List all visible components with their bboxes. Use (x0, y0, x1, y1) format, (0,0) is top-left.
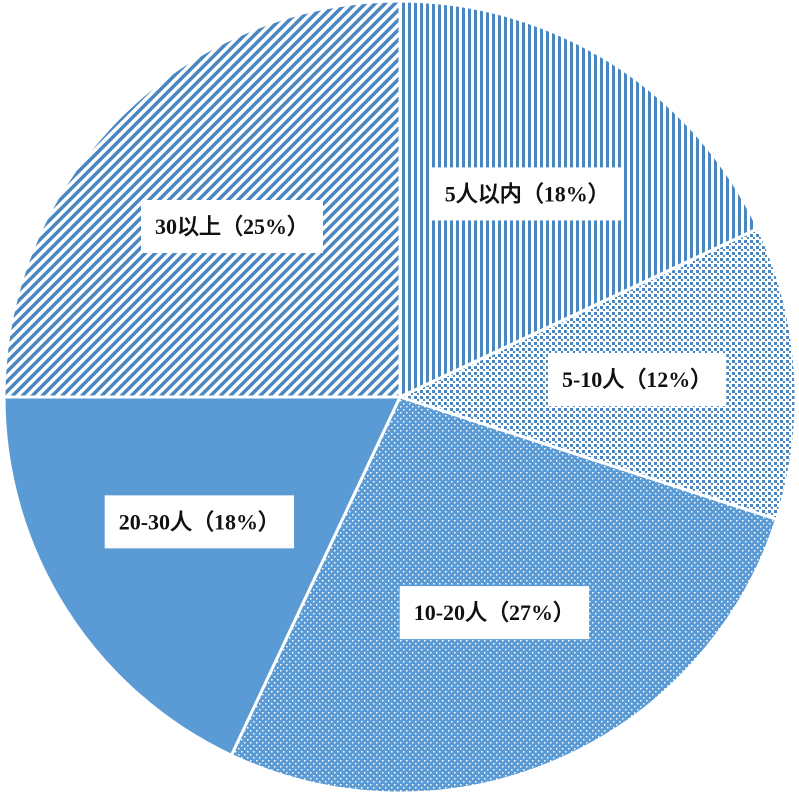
category-label: 5-10人 (562, 367, 624, 392)
pie-slice (2, 395, 403, 758)
category-label: 5人以内 (445, 181, 522, 206)
label-box (104, 495, 295, 549)
pie-slice (2, 0, 402, 399)
label-box (547, 353, 727, 407)
value-label: （12%） (624, 367, 712, 392)
value-label: （25%） (221, 214, 309, 239)
label-box (399, 586, 590, 640)
label-box (430, 167, 624, 221)
data-label: 5人以内（18%） (445, 181, 610, 206)
data-label: 30以上（25%） (155, 214, 309, 239)
data-label: 10-20人（27%） (414, 600, 575, 625)
data-label: 20-30人（18%） (119, 509, 280, 534)
category-label: 30以上 (155, 214, 221, 239)
value-label: （18%） (192, 509, 280, 534)
value-label: （18%） (522, 181, 610, 206)
label-box (140, 200, 324, 254)
category-label: 20-30人 (119, 509, 192, 534)
data-label: 5-10人（12%） (562, 367, 712, 392)
value-label: （27%） (487, 600, 575, 625)
category-label: 10-20人 (414, 600, 487, 625)
